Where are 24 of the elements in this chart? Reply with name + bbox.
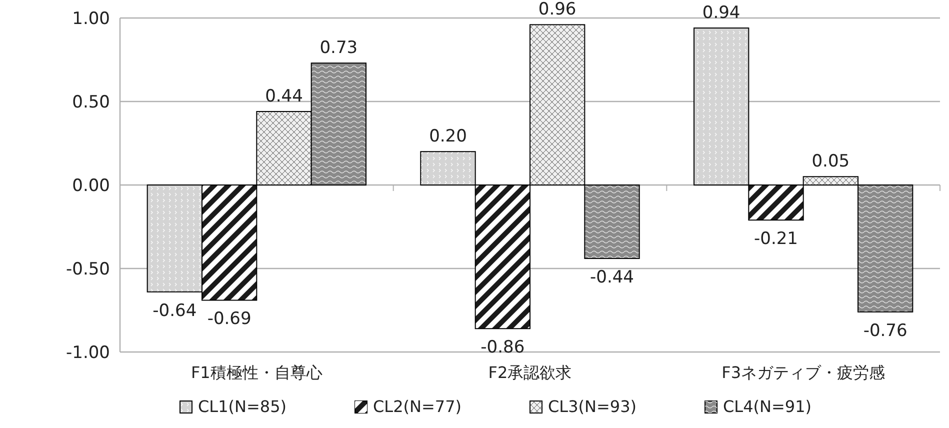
legend-label: CL1(N=85) [198,397,286,416]
y-tick-label: -0.50 [66,259,110,280]
data-label: 0.96 [538,0,576,20]
y-tick-label: 0.50 [72,92,110,112]
data-label: 0.05 [812,152,850,172]
data-label: 0.73 [320,38,358,58]
data-label: -0.21 [754,229,798,250]
legend-label: CL3(N=93) [548,397,636,416]
data-label: -0.76 [863,320,908,341]
legend-label: CL2(N=77) [373,397,462,416]
data-label: 0.20 [429,126,467,147]
data-label: 0.44 [265,86,303,107]
data-label: -0.86 [480,338,525,358]
x-tick-label: F2承認欲求 [488,363,572,382]
y-tick-label: 1.00 [72,8,110,29]
legend-label: CL4(N=91) [723,397,812,416]
data-label: 0.94 [702,3,740,24]
x-tick-label: F3ネガティブ・疲労感 [722,363,886,382]
y-tick-label: 0.00 [72,176,110,196]
data-label: -0.69 [207,309,252,330]
data-label: -0.64 [152,300,197,321]
x-tick-label: F1積極性・自尊心 [190,363,322,382]
y-tick-label: -1.00 [66,342,110,363]
data-label: -0.44 [590,267,634,288]
